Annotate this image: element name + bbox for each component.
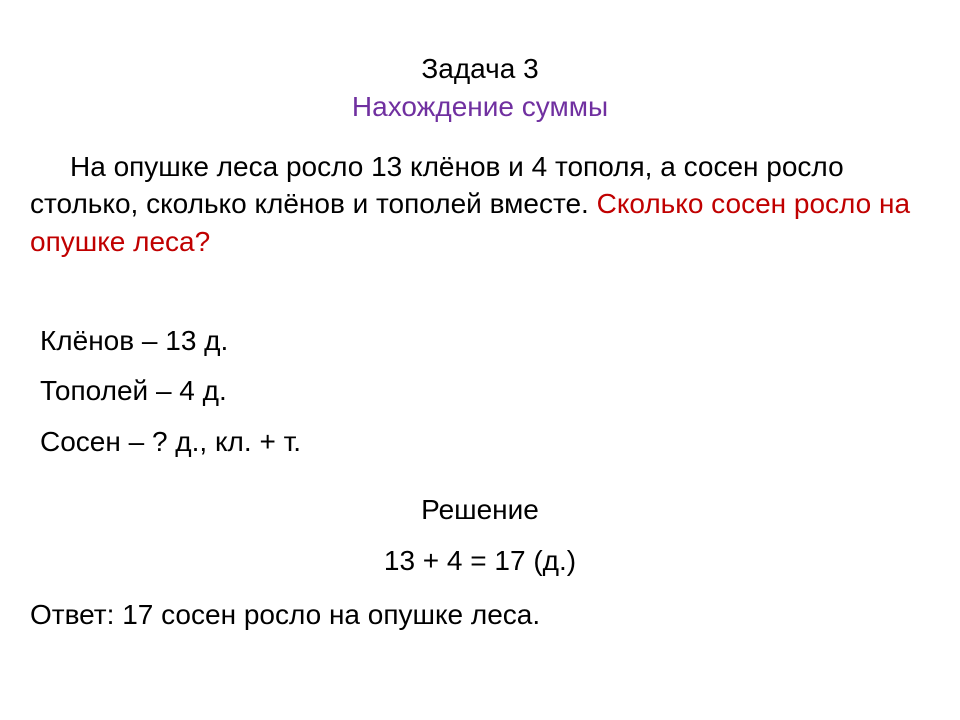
- problem-topic: Нахождение суммы: [30, 88, 930, 126]
- solution-expression: 13 + 4 = 17 (д.): [30, 536, 930, 586]
- slide: Задача 3 Нахождение суммы На опушке леса…: [0, 0, 960, 720]
- given-data: Клёнов – 13 д. Тополей – 4 д. Сосен – ? …: [40, 316, 930, 467]
- solution-heading: Решение: [30, 485, 930, 535]
- given-line-1: Клёнов – 13 д.: [40, 316, 930, 366]
- given-line-2: Тополей – 4 д.: [40, 366, 930, 416]
- answer: Ответ: 17 сосен росло на опушке леса.: [30, 590, 930, 640]
- given-line-3: Сосен – ? д., кл. + т.: [40, 417, 930, 467]
- title-block: Задача 3 Нахождение суммы: [30, 50, 930, 126]
- problem-number: Задача 3: [30, 50, 930, 88]
- problem-statement: На опушке леса росло 13 клёнов и 4 топол…: [30, 148, 930, 261]
